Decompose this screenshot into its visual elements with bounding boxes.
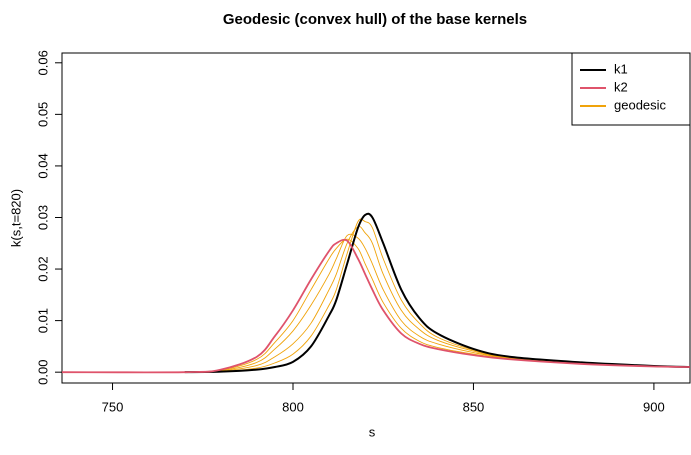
plot-box: [61, 52, 691, 384]
line: [61, 238, 691, 374]
y-tick-label: 0.01: [35, 308, 50, 333]
x-axis-label: s: [369, 424, 376, 439]
y-tick-label: 0.02: [35, 256, 50, 281]
line: [184, 238, 691, 373]
y-tick-label: 0.00: [35, 360, 50, 385]
y-axis-label: k(s,t=820): [8, 189, 23, 247]
line: [184, 212, 691, 374]
y-tick-label: 0.05: [35, 102, 50, 127]
y-tick-label: 0.06: [35, 50, 50, 75]
legend-label: geodesic: [614, 97, 667, 112]
y-tick-label: 0.03: [35, 205, 50, 230]
line: [184, 233, 691, 373]
x-tick-label: 750: [102, 399, 124, 414]
x-tick-label: 900: [643, 399, 665, 414]
chart-title: Geodesic (convex hull) of the base kerne…: [223, 11, 527, 28]
y-tick-label: 0.04: [35, 153, 50, 178]
x-tick-label: 800: [282, 399, 304, 414]
x-tick-label: 850: [463, 399, 485, 414]
legend-label: k1: [614, 61, 628, 76]
line: [184, 225, 691, 373]
legend-label: k2: [614, 79, 628, 94]
